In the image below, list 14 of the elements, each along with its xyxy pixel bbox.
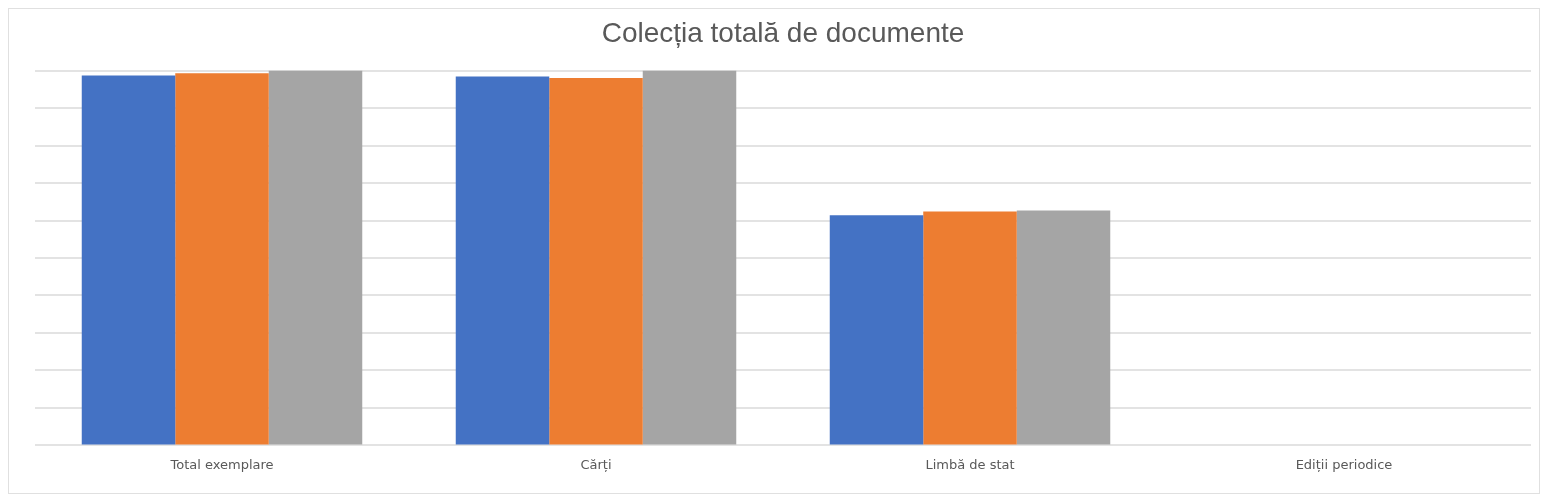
bar <box>642 70 737 445</box>
bar <box>268 70 363 445</box>
x-tick-label: Total exemplare <box>169 456 274 472</box>
bar <box>81 75 176 445</box>
bar <box>175 73 269 445</box>
bar <box>923 211 1017 445</box>
bar <box>455 76 550 445</box>
bar <box>1016 210 1111 445</box>
bar <box>829 215 924 445</box>
x-tick-label: Cărți <box>580 456 612 472</box>
x-tick-label: Ediții periodice <box>1295 456 1393 472</box>
chart-title: Colecția totală de documente <box>601 16 965 48</box>
x-tick-label: Limbă de stat <box>925 456 1015 472</box>
bar <box>549 78 643 445</box>
